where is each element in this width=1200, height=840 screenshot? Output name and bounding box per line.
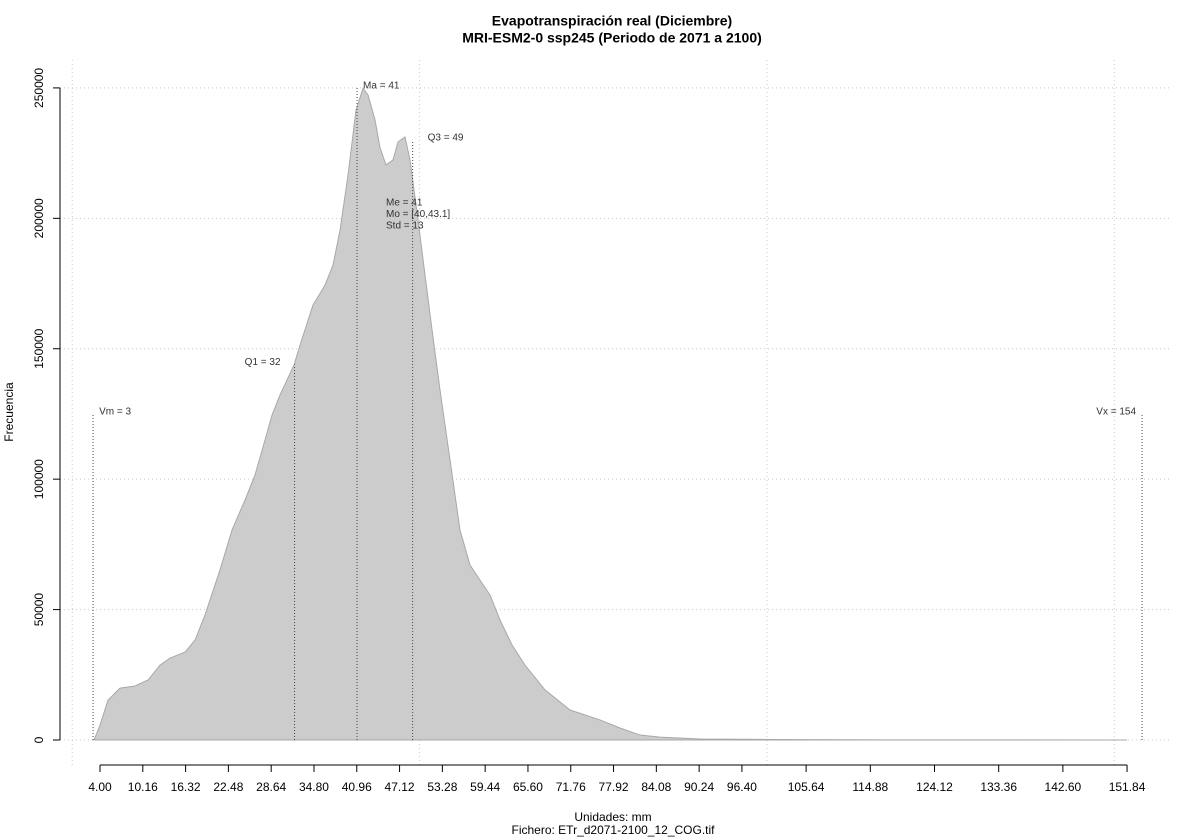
x-tick-label: 105.64 (788, 780, 825, 794)
stat-label: Me = 41 (386, 198, 423, 209)
y-tick-label: 0 (32, 736, 46, 743)
annotation-label: Q1 = 32 (245, 357, 281, 368)
x-tick-label: 114.88 (852, 780, 888, 794)
y-axis-label: Frecuencia (2, 382, 16, 442)
x-tick-label: 65.60 (513, 780, 543, 794)
x-tick-label: 71.76 (556, 780, 586, 794)
x-tick-label: 90.24 (684, 780, 714, 794)
y-tick-label: 150000 (32, 328, 46, 368)
y-tick-label: 100000 (32, 459, 46, 499)
x-tick-label: 10.16 (128, 780, 158, 794)
stat-label: Std = 13 (386, 221, 424, 232)
x-tick-label: 16.32 (171, 780, 201, 794)
y-tick-label: 200000 (32, 198, 46, 238)
x-tick-label: 84.08 (641, 780, 671, 794)
x-tick-label: 34.80 (299, 780, 329, 794)
x-tick-label: 28.64 (256, 780, 286, 794)
x-tick-label: 151.84 (1109, 780, 1146, 794)
x-tick-label: 77.92 (599, 780, 629, 794)
y-tick-label: 250000 (32, 68, 46, 108)
chart-title: Evapotranspiración real (Diciembre) (492, 13, 732, 29)
annotation-label: Vx = 154 (1096, 407, 1136, 418)
x-tick-label: 133.36 (980, 780, 1017, 794)
annotation-label: Q3 = 49 (428, 133, 464, 144)
density-area (93, 87, 1128, 741)
x-tick-label: 96.40 (727, 780, 757, 794)
x-tick-label: 47.12 (385, 780, 415, 794)
x-tick-label: 40.96 (342, 780, 372, 794)
stat-label: Mo = [40,43.1] (386, 209, 450, 220)
x-tick-label: 53.28 (427, 780, 457, 794)
annotation-label: Vm = 3 (99, 407, 131, 418)
x-tick-label: 59.44 (470, 780, 500, 794)
y-tick-label: 50000 (32, 593, 46, 627)
chart-subtitle: MRI-ESM2-0 ssp245 (Periodo de 2071 a 210… (462, 30, 762, 46)
caption: Fichero: ETr_d2071-2100_12_COG.tif (512, 823, 716, 837)
annotation-label: Ma = 41 (363, 81, 400, 92)
x-tick-label: 142.60 (1045, 780, 1082, 794)
x-tick-label: 4.00 (88, 780, 112, 794)
x-tick-label: 22.48 (213, 780, 243, 794)
x-axis-label: Unidades: mm (574, 810, 651, 824)
x-tick-label: 124.12 (916, 780, 953, 794)
